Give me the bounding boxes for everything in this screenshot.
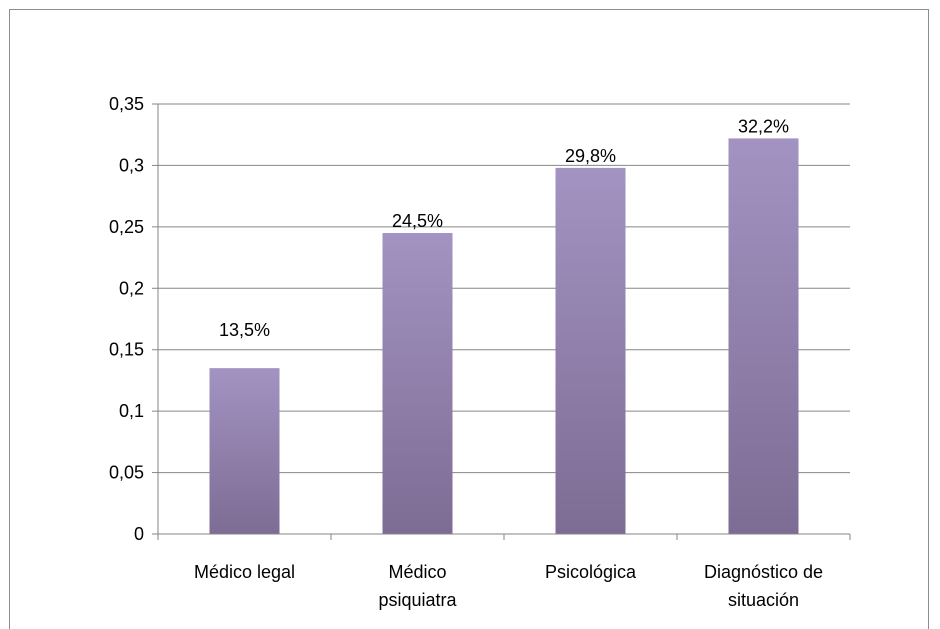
category-label: Médico [388,562,446,582]
y-tick-label: 0,25 [109,217,144,237]
y-tick-label: 0,15 [109,340,144,360]
y-tick-label: 0,35 [109,94,144,114]
y-tick-label: 0,3 [119,155,144,175]
data-label: 24,5% [392,211,443,231]
labels: 0 0,05 0,1 0,15 0,2 0,25 0,3 0,35 13,5% Médico le… [109,94,823,610]
category-label: Médico legal [194,562,295,582]
axes [152,103,851,540]
bar [209,368,280,534]
y-tick-label: 0,1 [119,401,144,421]
bars [209,138,799,534]
y-tick-label: 0,2 [119,278,144,298]
category-label: Psicológica [545,562,637,582]
category-label: situación [728,590,799,610]
category-label: psiquiatra [378,590,457,610]
data-label: 29,8% [565,146,616,166]
bar [728,138,799,534]
data-label: 32,2% [738,116,789,136]
bar [555,167,626,534]
y-tick-label: 0,05 [109,463,144,483]
data-label: 13,5% [219,320,270,340]
y-tick-label: 0 [134,524,144,544]
category-label: Diagnóstico de [704,562,823,582]
bar [382,233,453,534]
